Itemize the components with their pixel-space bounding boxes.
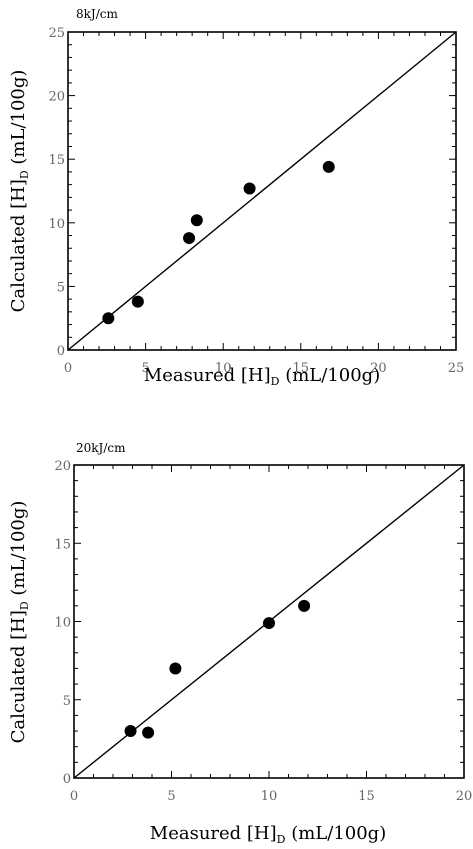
x-tick-label: 10: [261, 789, 278, 804]
data-point: [298, 599, 311, 612]
y-tick-label: 5: [63, 694, 71, 709]
x-tick-label: 5: [141, 361, 149, 376]
y-tick-label: 5: [57, 280, 65, 295]
energy-label: 8kJ/cm: [76, 7, 118, 21]
y-tick-label: 0: [57, 344, 65, 359]
y-axis-title: Calculated [H]D (mL/100g): [8, 501, 31, 744]
tick-marks: [73, 464, 465, 779]
chart-panel-8kj: 8kJ/cm 0 5 10 15 20 25 0 5 10 15 20 25 Measured [H…: [8, 7, 464, 388]
x-axis-title: Measured [H]D (mL/100g): [144, 365, 380, 388]
y-tick-labels: 0 5 10 15 20 25: [48, 26, 65, 359]
data-point: [124, 725, 137, 738]
data-point: [131, 295, 144, 308]
x-tick-label: 0: [64, 361, 72, 376]
y-tick-label: 10: [48, 217, 65, 232]
y-tick-label: 0: [63, 772, 71, 787]
x-tick-label: 20: [456, 789, 473, 804]
x-tick-label: 15: [293, 361, 310, 376]
energy-label: 20kJ/cm: [76, 441, 126, 455]
data-point: [169, 662, 182, 675]
x-tick-label: 25: [448, 361, 465, 376]
y-axis-title: Calculated [H]D (mL/100g): [8, 70, 31, 313]
data-point: [243, 182, 256, 195]
y-tick-label: 25: [48, 26, 65, 41]
x-tick-label: 10: [215, 361, 232, 376]
x-tick-label: 15: [358, 789, 375, 804]
x-tick-label: 0: [70, 789, 78, 804]
chart-panel-20kj: 20kJ/cm 0 5 10 15 20 0 5 10 15 20 Measured [H]D …: [8, 441, 472, 846]
x-axis-title: Measured [H]D (mL/100g): [150, 823, 386, 846]
data-point: [322, 160, 335, 173]
x-tick-label: 20: [370, 361, 387, 376]
y-tick-label: 10: [54, 616, 71, 631]
data-point: [142, 726, 155, 739]
x-tick-labels: 0 5 10 15 20: [70, 789, 472, 804]
y-tick-label: 20: [54, 459, 71, 474]
y-tick-labels: 0 5 10 15 20: [54, 459, 71, 787]
reference-line: [67, 31, 457, 351]
tick-marks: [67, 31, 457, 351]
data-points: [124, 599, 311, 739]
data-point: [190, 214, 203, 227]
x-tick-labels: 0 5 10 15 20 25: [64, 361, 464, 376]
y-tick-label: 15: [54, 537, 71, 552]
data-point: [102, 312, 115, 325]
y-tick-label: 20: [48, 90, 65, 105]
data-point: [263, 617, 275, 630]
y-tick-label: 15: [48, 153, 65, 168]
plot-frame: [67, 31, 457, 351]
data-point: [183, 232, 196, 245]
x-tick-label: 5: [167, 789, 175, 804]
data-points: [102, 160, 335, 325]
